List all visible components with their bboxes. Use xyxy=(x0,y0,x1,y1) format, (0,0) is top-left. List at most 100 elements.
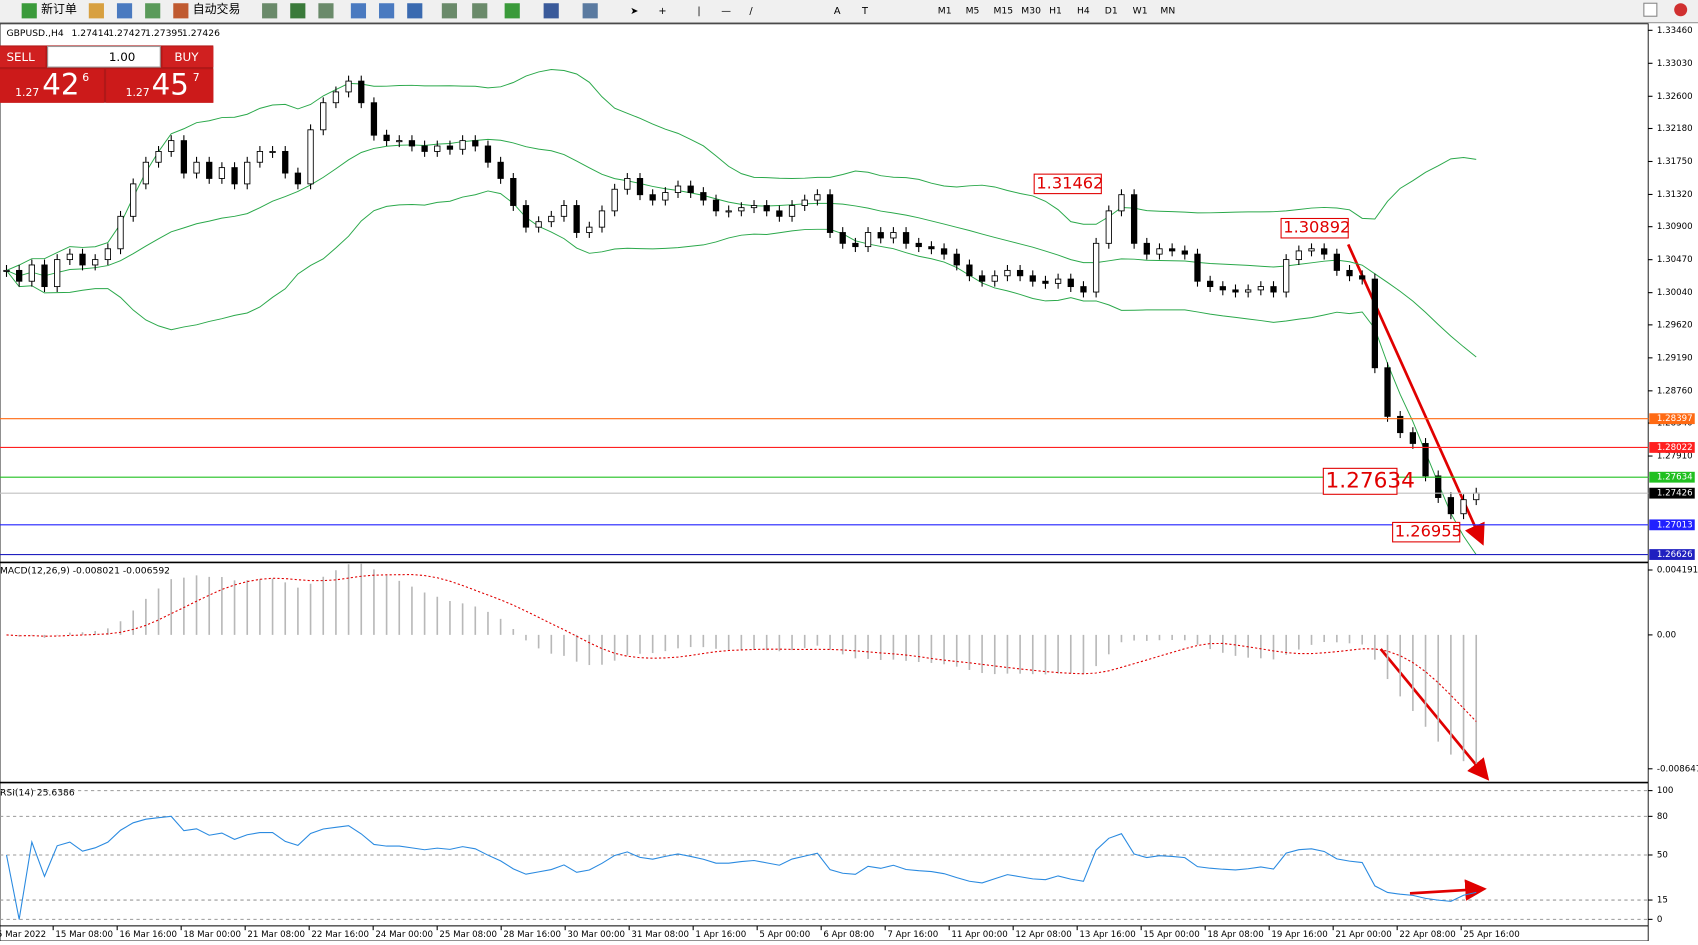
candle xyxy=(218,167,226,179)
notifications[interactable] xyxy=(1674,3,1688,17)
lot-input[interactable] xyxy=(47,45,161,68)
y-tick-label: 80 xyxy=(1657,812,1668,822)
icon[interactable] xyxy=(407,3,423,19)
candle xyxy=(700,192,707,201)
icon[interactable] xyxy=(582,3,598,19)
candle xyxy=(801,199,808,206)
candle xyxy=(484,145,492,163)
lot-value[interactable]: 1.00 xyxy=(109,50,136,64)
candle xyxy=(966,264,973,277)
candle xyxy=(1321,248,1328,255)
buy-button[interactable] xyxy=(162,46,214,68)
candle xyxy=(1143,242,1150,255)
icon[interactable] xyxy=(379,3,395,19)
candle xyxy=(1004,269,1011,277)
candle xyxy=(28,264,35,282)
icon[interactable] xyxy=(543,3,559,19)
candle xyxy=(548,215,555,223)
buy-price-box[interactable] xyxy=(106,69,214,103)
y-tick-label: 1.33030 xyxy=(1657,59,1693,69)
y-tick-label: 1.30040 xyxy=(1657,288,1693,298)
candle xyxy=(180,140,188,174)
icon[interactable] xyxy=(262,3,278,19)
icon[interactable] xyxy=(472,3,488,19)
sell-button[interactable] xyxy=(0,46,46,68)
candle xyxy=(396,140,403,143)
y-tick-label: 1.27910 xyxy=(1657,452,1693,462)
candle xyxy=(953,253,960,266)
candle xyxy=(852,242,859,248)
candle xyxy=(649,194,656,201)
bollinger-band xyxy=(6,190,1477,555)
icon[interactable] xyxy=(145,3,161,19)
icon[interactable] xyxy=(290,3,306,19)
icon[interactable] xyxy=(173,3,189,19)
icon[interactable] xyxy=(350,3,367,19)
icon[interactable] xyxy=(318,3,334,19)
price-level-label: 1.26626 xyxy=(1657,550,1693,560)
candle xyxy=(358,80,365,104)
icon[interactable] xyxy=(21,3,37,19)
arrow xyxy=(1379,648,1490,781)
candle xyxy=(41,264,48,288)
icon[interactable]: — xyxy=(721,6,731,17)
buy-label[interactable]: BUY xyxy=(174,50,199,64)
timeframe-button[interactable]: H1 xyxy=(1049,5,1062,16)
icon[interactable] xyxy=(504,3,520,19)
y-tick-label: 50 xyxy=(1657,850,1668,860)
timeframe-button[interactable]: H4 xyxy=(1077,5,1090,16)
y-tick-label: 1.33460 xyxy=(1657,26,1693,36)
candle xyxy=(345,80,352,93)
icon[interactable]: A xyxy=(834,6,841,17)
candle xyxy=(231,167,238,185)
x-tick-label: 15 Apr 00:00 xyxy=(1143,930,1199,940)
timeframe-button[interactable]: MN xyxy=(1160,5,1175,16)
candle xyxy=(991,275,998,282)
candle xyxy=(1460,499,1467,515)
candle xyxy=(408,140,416,147)
toolbar-button[interactable]: 自动交易 xyxy=(193,2,241,16)
icon[interactable]: / xyxy=(749,6,753,17)
price-level-label: 1.27013 xyxy=(1657,520,1693,530)
timeframe-button[interactable]: M15 xyxy=(993,5,1013,16)
pane xyxy=(6,563,1478,764)
timeframe-button[interactable]: M5 xyxy=(966,5,980,16)
icon[interactable]: T xyxy=(861,6,868,17)
candle xyxy=(598,210,606,228)
icon[interactable]: + xyxy=(658,6,666,17)
icon[interactable] xyxy=(88,3,104,19)
search[interactable] xyxy=(1643,2,1658,17)
candle xyxy=(687,185,694,193)
price-level-tag xyxy=(1649,519,1695,531)
price-point: 6 xyxy=(82,71,89,84)
timeframe-button[interactable]: W1 xyxy=(1133,5,1148,16)
candle xyxy=(928,246,935,250)
trend-arrows xyxy=(1346,243,1490,901)
toolbar-button[interactable]: 新订单 xyxy=(41,2,77,16)
x-tick-label: 19 Apr 16:00 xyxy=(1271,930,1327,940)
arrow xyxy=(1346,243,1485,546)
x-tick-label: 18 Mar 00:00 xyxy=(183,930,241,940)
price-level-label: 1.28397 xyxy=(1657,414,1693,424)
candle xyxy=(788,205,796,217)
macd-signal xyxy=(6,574,1477,722)
timeframe-button[interactable]: M30 xyxy=(1021,5,1041,16)
icon[interactable] xyxy=(116,3,133,19)
icon[interactable]: ➤ xyxy=(630,6,638,17)
y-tick-label: 0 xyxy=(1657,915,1663,925)
candle xyxy=(1283,259,1290,293)
timeframe-button[interactable]: M1 xyxy=(938,5,952,16)
candle xyxy=(763,205,770,212)
icon[interactable]: | xyxy=(697,6,700,17)
candle xyxy=(1308,248,1315,252)
y-tick-label: 1.32600 xyxy=(1657,92,1693,102)
candle xyxy=(560,205,568,217)
timeframe-button[interactable]: D1 xyxy=(1105,5,1118,16)
sell-price-box[interactable] xyxy=(0,69,104,103)
candle xyxy=(1219,286,1226,291)
candle xyxy=(104,248,111,261)
sell-label[interactable]: SELL xyxy=(6,50,35,64)
candle xyxy=(1359,275,1366,280)
icon[interactable] xyxy=(441,3,457,19)
